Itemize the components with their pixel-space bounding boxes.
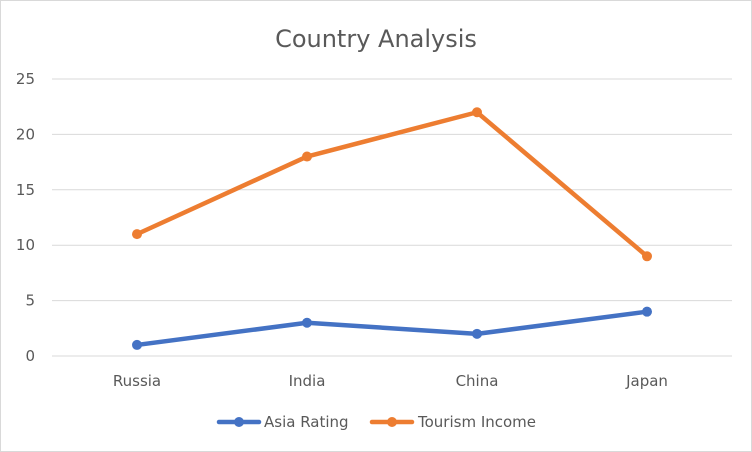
x-tick-label: India <box>289 372 326 390</box>
y-tick-label: 5 <box>25 292 35 310</box>
x-tick-label: China <box>456 372 499 390</box>
legend-swatch-marker <box>387 417 397 427</box>
chart-title: Country Analysis <box>275 25 477 53</box>
y-axis-ticks: 0 5 10 15 20 25 <box>16 70 35 365</box>
data-point <box>472 107 482 118</box>
data-point <box>642 251 652 262</box>
data-point <box>642 306 652 317</box>
series-tourism-income <box>132 107 652 262</box>
series-line <box>134 109 650 259</box>
x-axis-ticks: Russia India China Japan <box>113 372 668 390</box>
y-tick-label: 25 <box>16 70 35 88</box>
legend-item: Tourism Income <box>369 413 536 431</box>
series-line <box>134 309 650 348</box>
data-point <box>302 151 312 162</box>
data-point <box>132 339 142 350</box>
data-point <box>472 328 482 339</box>
series-group <box>132 107 652 350</box>
data-point <box>132 229 142 240</box>
y-tick-label: 10 <box>16 236 35 254</box>
y-tick-label: 20 <box>16 125 35 143</box>
legend-label: Asia Rating <box>264 413 349 431</box>
y-tick-label: 15 <box>16 181 35 199</box>
legend: Asia Rating Tourism Income <box>216 413 536 431</box>
legend-label: Tourism Income <box>417 413 536 431</box>
x-tick-label: Japan <box>625 372 668 390</box>
legend-swatch-marker <box>234 417 244 427</box>
x-tick-label: Russia <box>113 372 161 390</box>
y-tick-label: 0 <box>25 347 35 365</box>
series-asia-rating <box>132 306 652 350</box>
data-point <box>302 317 312 328</box>
legend-item: Asia Rating <box>216 413 349 431</box>
